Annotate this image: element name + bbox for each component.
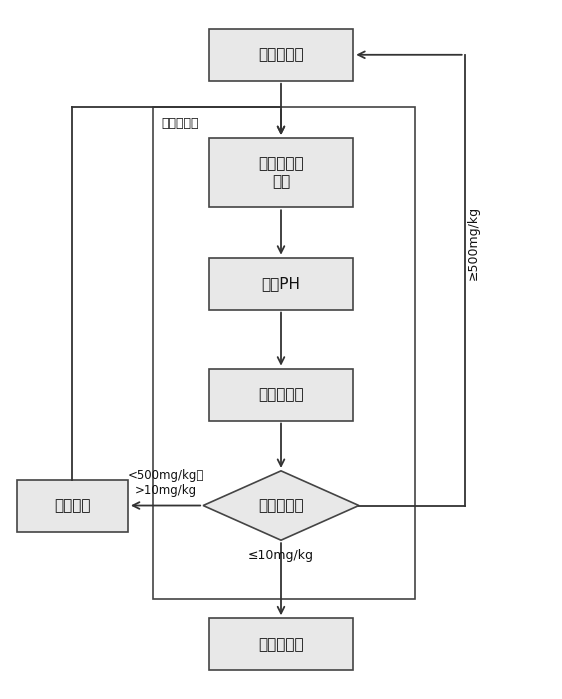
Text: 喷淋表面活
性剂: 喷淋表面活 性剂 — [258, 157, 304, 189]
Text: 调节PH: 调节PH — [261, 276, 301, 291]
Text: 收割蜈蚣草: 收割蜈蚣草 — [258, 637, 304, 651]
Text: 检测砷浓度: 检测砷浓度 — [258, 498, 304, 513]
Text: ≥500mg/kg: ≥500mg/kg — [466, 206, 479, 280]
Text: 电化学修复: 电化学修复 — [161, 117, 199, 130]
Polygon shape — [203, 471, 359, 540]
Text: ≤10mg/kg: ≤10mg/kg — [248, 549, 314, 561]
Text: 自然修复: 自然修复 — [54, 498, 90, 513]
Text: 移栽蜈蚣草: 移栽蜈蚣草 — [258, 48, 304, 62]
FancyBboxPatch shape — [209, 368, 353, 421]
FancyBboxPatch shape — [209, 258, 353, 310]
FancyBboxPatch shape — [209, 29, 353, 81]
FancyBboxPatch shape — [17, 480, 128, 531]
FancyBboxPatch shape — [209, 618, 353, 670]
Text: 收割蜈蚣草: 收割蜈蚣草 — [258, 387, 304, 402]
Text: <500mg/kg且
>10mg/kg: <500mg/kg且 >10mg/kg — [128, 469, 204, 497]
FancyBboxPatch shape — [209, 138, 353, 208]
